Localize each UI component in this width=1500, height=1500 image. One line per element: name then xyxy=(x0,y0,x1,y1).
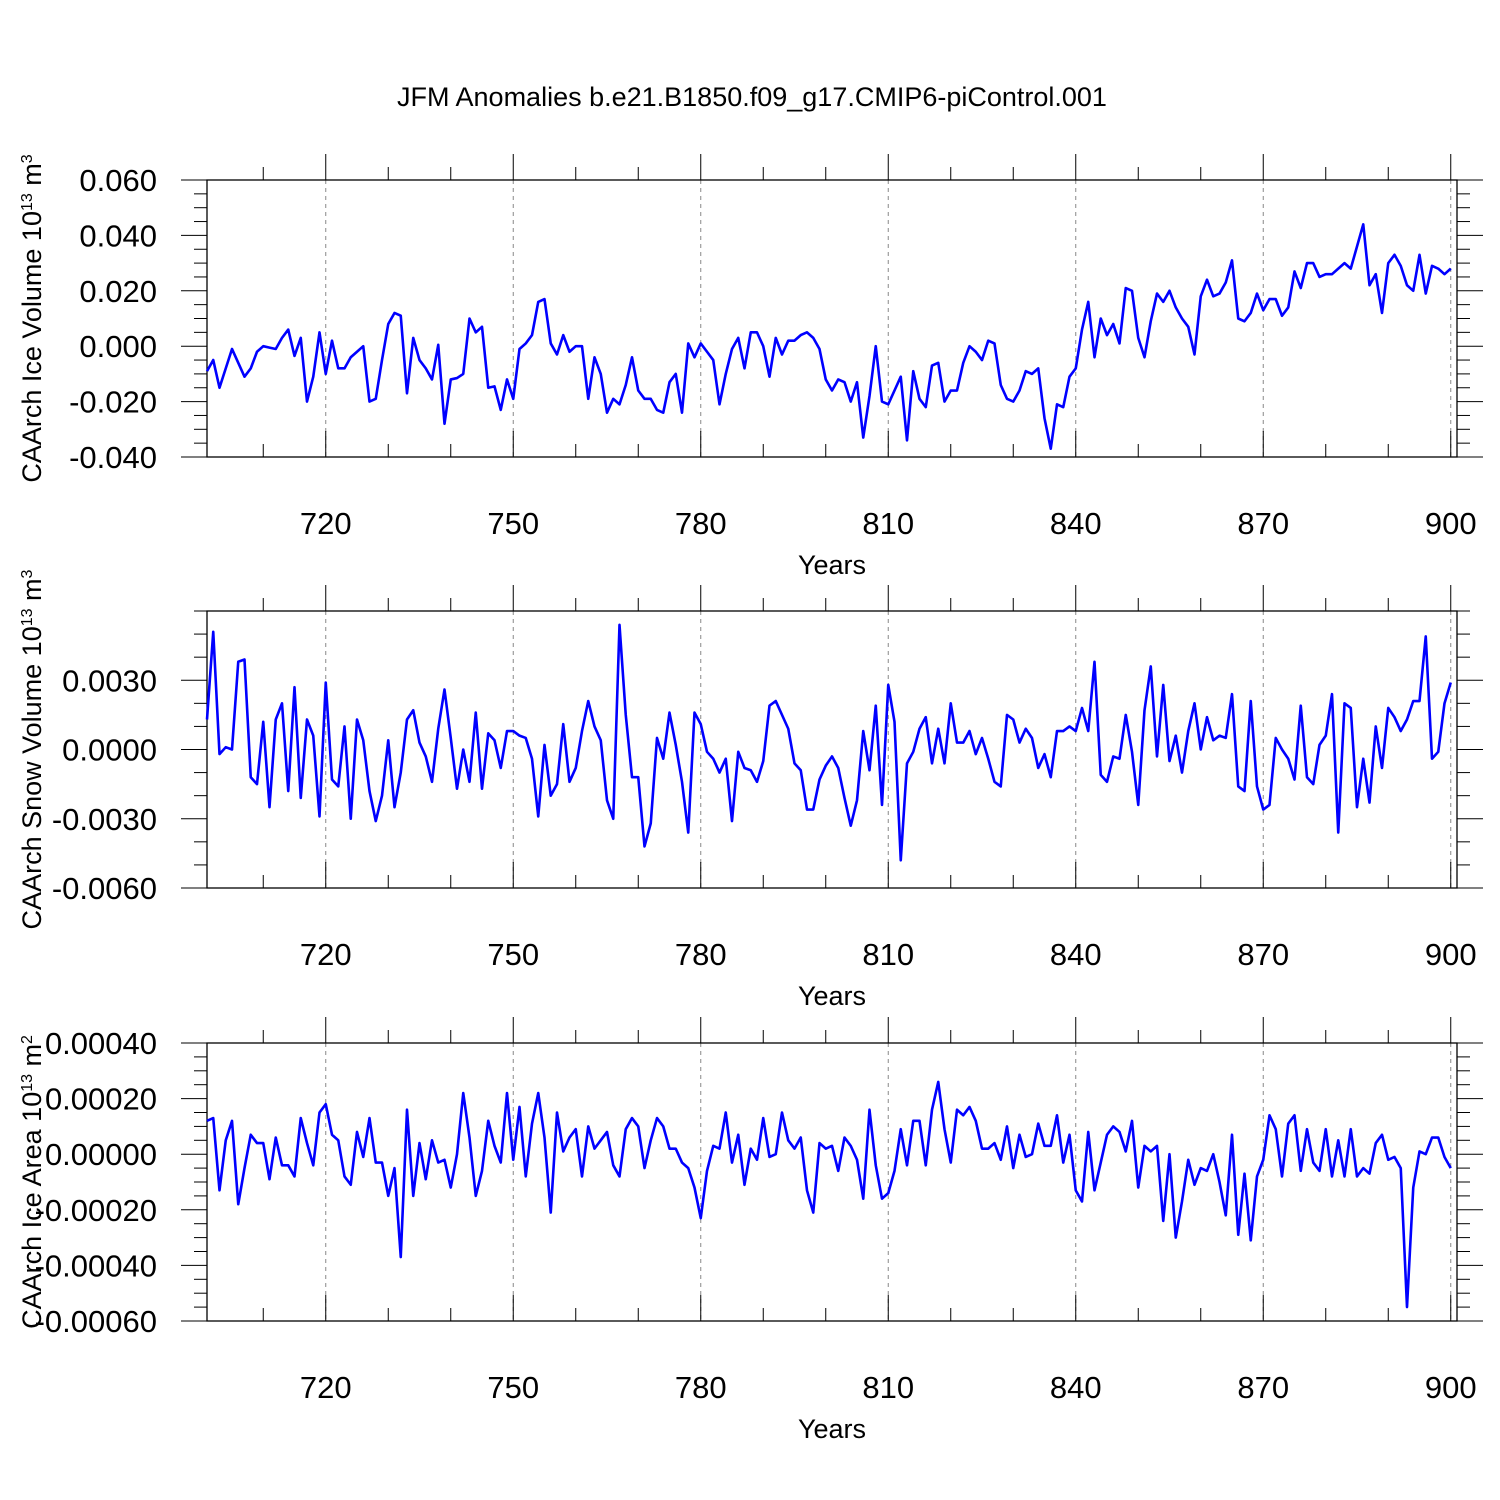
panels: 720 750 780 810 840 870 900 -0.040 -0.020 0.000 0.… xyxy=(17,154,1483,1444)
panel-1: 720 750 780 810 840 870 900 -0.040 -0.020 0.000 0.… xyxy=(17,154,1483,580)
series-line xyxy=(206,1080,1452,1309)
y-tick-label: -0.020 xyxy=(69,385,157,420)
x-tick-label: 720 xyxy=(300,1370,352,1405)
y-axis-title-superscript: 13 xyxy=(19,1074,36,1092)
y-tick-label: -0.00040 xyxy=(35,1248,157,1283)
y-axis-title-superscript: 3 xyxy=(19,154,36,163)
series-line xyxy=(205,623,1452,862)
panel-3: 720 750 780 810 840 870 900 -0.00060 -0.00040 -0.… xyxy=(17,1017,1483,1444)
series-line xyxy=(205,223,1452,450)
plot-frame xyxy=(206,179,1458,458)
y-tick-label: 0.020 xyxy=(79,274,157,309)
y-axis-title-text: CAArch Ice Volume 10 xyxy=(17,211,47,483)
x-tick-label: 840 xyxy=(1050,1370,1102,1405)
y-tick-label: -0.00060 xyxy=(35,1304,157,1339)
y-axis-title: CAArch Ice Volume 1013 m3 xyxy=(17,154,47,482)
y-tick-label: 0.00000 xyxy=(45,1137,157,1172)
y-axis-title-superscript: 2 xyxy=(19,1035,36,1044)
x-tick-label: 750 xyxy=(487,1370,539,1405)
y-tick-label: -0.0030 xyxy=(52,802,157,837)
y-axis-title-text: m xyxy=(17,163,47,193)
y-tick-label: -0.040 xyxy=(69,440,157,475)
y-axis-title: CAArch Snow Volume 1013 m3 xyxy=(17,569,47,929)
x-axis-title: Years xyxy=(798,981,866,1011)
y-tick-label: 0.000 xyxy=(79,329,157,364)
x-tick-label: 750 xyxy=(487,506,539,541)
y-tick-label: -0.00020 xyxy=(35,1193,157,1228)
y-tick-label: -0.0060 xyxy=(52,871,157,906)
x-axis-title: Years xyxy=(798,1414,866,1444)
x-tick-label: 810 xyxy=(862,1370,914,1405)
x-tick-label: 780 xyxy=(675,506,727,541)
y-tick-label: 0.040 xyxy=(79,218,157,253)
figure-title: JFM Anomalies b.e21.B1850.f09_g17.CMIP6-… xyxy=(397,82,1107,112)
y-tick-label: 0.060 xyxy=(79,163,157,198)
x-tick-label: 900 xyxy=(1425,506,1477,541)
y-axis-title-superscript: 13 xyxy=(19,608,36,626)
x-tick-label: 840 xyxy=(1050,937,1102,972)
x-tick-label: 810 xyxy=(862,506,914,541)
y-axis-title-superscript: 13 xyxy=(19,193,36,211)
y-axis-title-superscript: 3 xyxy=(19,569,36,578)
y-axis-title-text: CAArch Ice Area 10 xyxy=(17,1092,47,1329)
x-tick-label: 840 xyxy=(1050,506,1102,541)
x-tick-label: 810 xyxy=(862,937,914,972)
panel-2: 720 750 780 810 840 870 900 -0.0060 -0.0030 0.000… xyxy=(17,569,1483,1011)
y-tick-label: 0.00040 xyxy=(45,1026,157,1061)
y-tick-label: 0.00020 xyxy=(45,1082,157,1117)
x-tick-label: 780 xyxy=(675,937,727,972)
x-tick-label: 870 xyxy=(1237,1370,1289,1405)
x-tick-label: 870 xyxy=(1237,506,1289,541)
x-tick-label: 900 xyxy=(1425,937,1477,972)
x-tick-label: 900 xyxy=(1425,1370,1477,1405)
x-tick-label: 750 xyxy=(487,937,539,972)
x-tick-label: 870 xyxy=(1237,937,1289,972)
y-axis-title-text: m xyxy=(17,1044,47,1074)
plot-frame xyxy=(206,610,1458,889)
y-tick-label: 0.0000 xyxy=(62,733,157,768)
x-tick-label: 720 xyxy=(300,506,352,541)
x-axis-title: Years xyxy=(798,550,866,580)
y-axis-title-text: m xyxy=(17,578,47,608)
y-axis-title-text: CAArch Snow Volume 10 xyxy=(17,626,47,929)
y-tick-label: 0.0030 xyxy=(62,663,157,698)
x-tick-label: 720 xyxy=(300,937,352,972)
x-tick-label: 780 xyxy=(675,1370,727,1405)
y-axis-title: CAArch Ice Area 1013 m2 xyxy=(17,1035,47,1329)
